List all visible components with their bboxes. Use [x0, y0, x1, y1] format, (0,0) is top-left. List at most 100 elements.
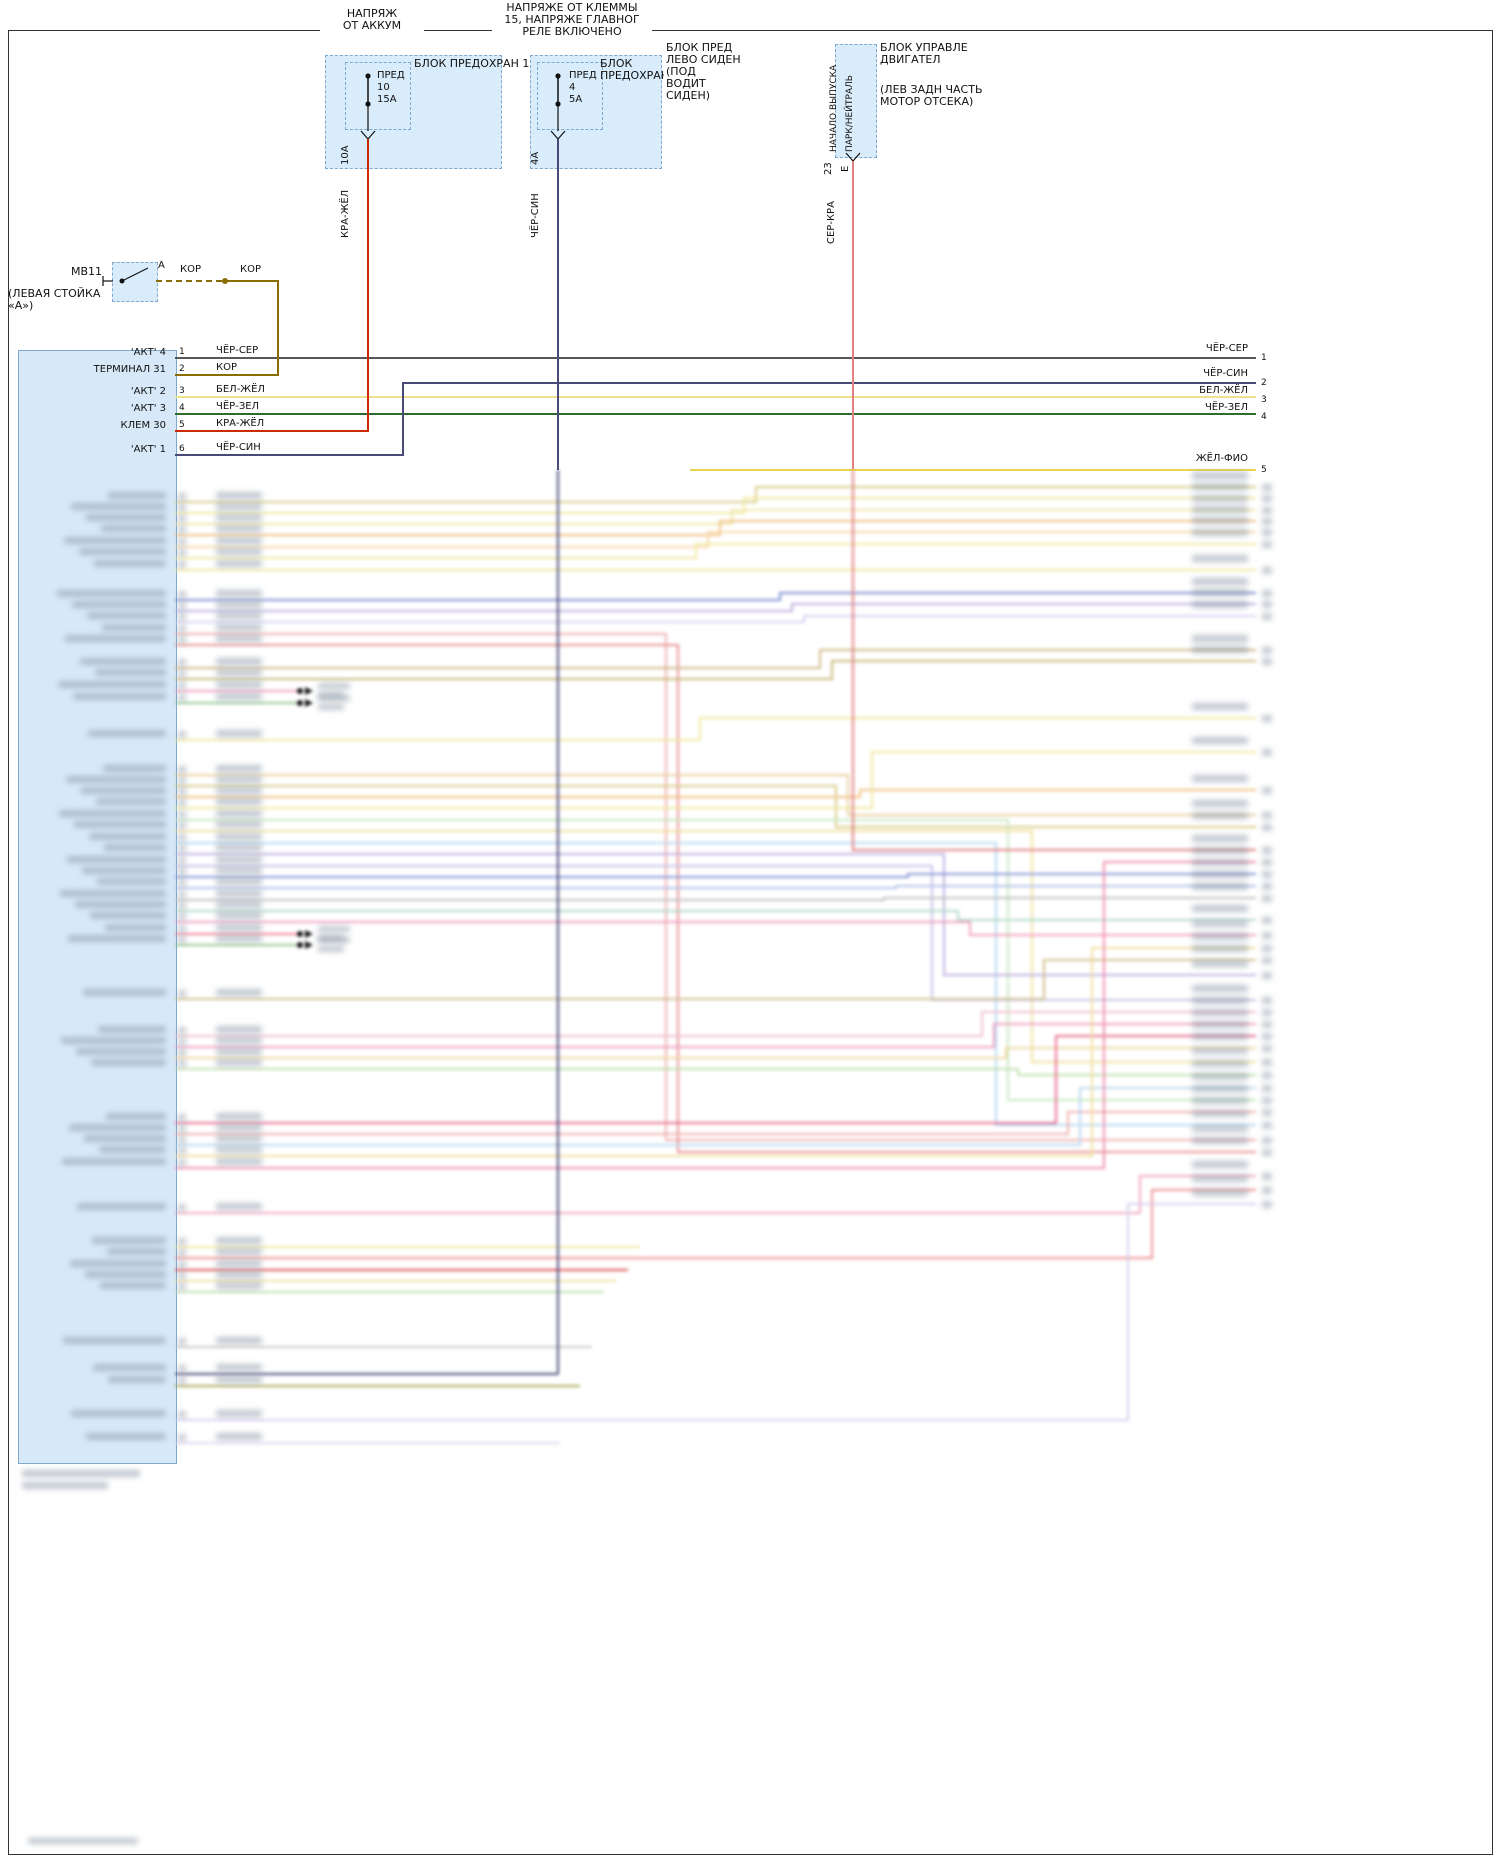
junction-label-blurred: [318, 704, 344, 710]
pin-number-blurred: [178, 777, 186, 784]
pin-number-blurred: [1262, 541, 1272, 548]
pin-number-blurred: [1262, 658, 1272, 665]
mb11-pin-label: А: [158, 260, 165, 271]
pin-number: 1: [1261, 353, 1267, 363]
wire-color-label-blurred: [216, 1026, 262, 1033]
wire-color-label: ЧЁР-СЕР: [216, 345, 259, 356]
pin-number-blurred: [1262, 1033, 1272, 1040]
pin-number: 3: [179, 386, 185, 396]
pin-number-blurred: [1262, 484, 1272, 491]
wire-segment: [175, 861, 1256, 1169]
wire-color-label-blurred: [216, 856, 262, 863]
junction-dot: [297, 700, 303, 706]
pin-number-blurred: [178, 879, 186, 886]
pin-number-blurred: [1262, 997, 1272, 1004]
pin-label-blurred: [87, 612, 166, 619]
wire-color-label-blurred: [1192, 1125, 1248, 1132]
wire-color-label-blurred: [216, 730, 262, 737]
pin-number-blurred: [1262, 529, 1272, 536]
pin-number-blurred: [178, 1136, 186, 1143]
wire-color-label-blurred: [216, 821, 262, 828]
pin-number-blurred: [178, 845, 186, 852]
wire-segment: [175, 910, 1256, 921]
pin-number-blurred: [1262, 972, 1272, 979]
fuse1-terminal-top: [365, 73, 371, 79]
wire-color-label-blurred: [216, 1146, 262, 1153]
connector-caption-blurred: [22, 1470, 140, 1477]
wire-color-label-blurred: [1192, 529, 1248, 536]
wire-segment: [175, 649, 1256, 669]
pin-number-blurred: [178, 1147, 186, 1154]
pin-number-blurred: [1262, 883, 1272, 890]
wire-color-label-blurred: [1192, 997, 1248, 1004]
wire-color-label-blurred: [216, 787, 262, 794]
pin-label-blurred: [97, 878, 166, 885]
pin-number-blurred: [1262, 1021, 1272, 1028]
pin-number-blurred: [178, 1038, 186, 1045]
pin-number-blurred: [1262, 647, 1272, 654]
pin-number-blurred: [178, 902, 186, 909]
pin-label: ТЕРМИНАЛ 31: [93, 364, 166, 375]
wire-color-label-blurred: [1192, 1060, 1248, 1067]
wire-segment: [175, 1203, 1256, 1421]
pin-label-blurred: [96, 798, 166, 805]
wire-segment: [175, 885, 1256, 889]
wire-color-label-blurred: [1192, 1110, 1248, 1117]
wire-color-label-blurred: [1192, 578, 1248, 585]
wire-color-label-blurred: [1192, 800, 1248, 807]
pin-label-blurred: [69, 1124, 166, 1131]
junction-dot: [297, 931, 303, 937]
wire-color-label: ЧЁР-СЕР: [1205, 343, 1248, 354]
wire-segment: [175, 842, 1256, 1126]
wire-color-label-blurred: [1192, 985, 1248, 992]
pin-label-blurred: [70, 1260, 166, 1267]
pin-number-blurred: [1262, 1137, 1272, 1144]
wire-segment: [175, 1035, 1256, 1124]
pin-number-blurred: [178, 1283, 186, 1290]
pin-label-blurred: [100, 1282, 166, 1289]
wire-segment: [175, 959, 1256, 1000]
wire-color-label-blurred: [1192, 960, 1248, 967]
pin-number: 5: [179, 420, 185, 430]
wire-color-label-blurred: [1192, 871, 1248, 878]
wire-color-label-blurred: [216, 503, 262, 510]
pin-label-blurred: [57, 590, 166, 597]
pin-label-blurred: [98, 1026, 166, 1033]
fusebox1-fuse-number: 10: [377, 82, 390, 93]
pin-number: 1: [179, 347, 185, 357]
wire-color-label-blurred: [216, 635, 262, 642]
pin-number-blurred: [178, 1159, 186, 1166]
pin-label-blurred: [108, 1376, 166, 1383]
pin-number-blurred: [1262, 871, 1272, 878]
pin-number-blurred: [178, 659, 186, 666]
wire-segment: [175, 660, 1256, 680]
wire-segment: [175, 644, 1256, 1153]
pin-label-blurred: [83, 989, 166, 996]
junction-label-blurred: [318, 683, 350, 689]
wire-color-label-blurred: [1192, 859, 1248, 866]
wire-color-label-blurred: [216, 765, 262, 772]
wire-color-label-blurred: [1192, 1175, 1248, 1182]
wire-segment: [175, 853, 1256, 976]
pin-number: 6: [179, 444, 185, 454]
pin-label-blurred: [74, 821, 166, 828]
pin-label-blurred: [103, 765, 166, 772]
fusebox2-fuse-amps: 5А: [569, 94, 583, 105]
wire-color-label-blurred: [216, 1433, 262, 1440]
wire-color-label-blurred: [216, 681, 262, 688]
pin-number-blurred: [178, 913, 186, 920]
pin-number-blurred: [1262, 917, 1272, 924]
wire-color-label-blurred: [1192, 517, 1248, 524]
wire-segment: [175, 789, 1256, 798]
pin-number-blurred: [178, 694, 186, 701]
pin-number-blurred: [1262, 495, 1272, 502]
wire-color-label-blurred: [1192, 506, 1248, 513]
pin-label: 'АКТ' 2: [130, 386, 166, 397]
pin-label-blurred: [63, 1337, 166, 1344]
wire-color-label-blurred: [1192, 933, 1248, 940]
wire-segment: [175, 531, 1256, 548]
wire-segment: [175, 592, 1256, 601]
fusebox1-fuse-amps: 15А: [377, 94, 397, 105]
wire-segment: [175, 520, 1256, 536]
wire-color-label-blurred: [1192, 812, 1248, 819]
